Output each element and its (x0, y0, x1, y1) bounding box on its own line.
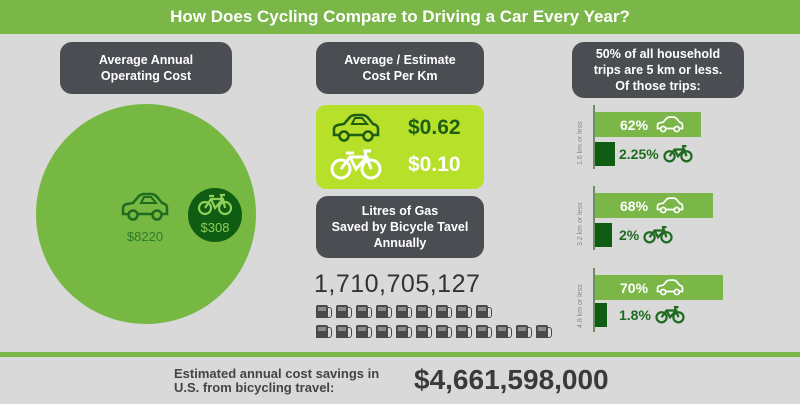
bike-trip-pct-row: 2.25% (619, 145, 693, 163)
gas-pump-icon (335, 324, 354, 339)
car-icon (332, 113, 380, 142)
gas-pump-icon (435, 304, 454, 319)
car-operating-cost: $8220 (119, 192, 171, 244)
car-icon (656, 197, 684, 214)
bike-operating-cost-value: $308 (200, 220, 230, 235)
bike-trip-bar (595, 223, 612, 247)
cost-per-km-panel: $0.62 $0.10 (316, 105, 484, 189)
trips-heading: 50% of all household trips are 5 km or l… (572, 42, 744, 98)
bicycle-icon (197, 193, 233, 216)
bike-trip-pct: 2% (619, 227, 640, 243)
car-icon (656, 279, 684, 296)
bike-trip-bar (595, 142, 615, 166)
gas-pump-icon (395, 324, 414, 339)
trip-distance-label: 1.6 km or less (577, 121, 584, 165)
bike-operating-cost: $308 (188, 188, 242, 242)
gas-pump-icon (475, 324, 494, 339)
car-operating-cost-value: $8220 (126, 229, 164, 244)
bicycle-icon (330, 149, 382, 180)
car-trip-pct: 68% (620, 197, 649, 214)
bike-cost-per-km-row: $0.10 (330, 149, 461, 181)
bicycle-icon (643, 226, 673, 244)
gas-pump-icon (415, 304, 434, 319)
gas-pump-icon (335, 304, 354, 319)
gas-pump-icon (355, 304, 374, 319)
gas-pump-icon (375, 324, 394, 339)
gas-pump-row-2 (315, 324, 554, 339)
gas-pump-icon (375, 304, 394, 319)
gas-pump-icon (315, 304, 334, 319)
bike-trip-pct-row: 1.8% (619, 306, 685, 324)
car-cost-per-km-row: $0.62 (330, 113, 461, 143)
car-trip-pct: 62% (620, 116, 649, 133)
car-trip-bar: 68% (595, 193, 713, 218)
gas-pump-icon (315, 324, 334, 339)
gas-pump-icon (355, 324, 374, 339)
operating-cost-heading: Average Annual Operating Cost (60, 42, 232, 94)
car-trip-bar: 70% (595, 275, 723, 300)
car-icon (656, 116, 684, 133)
bike-trip-pct: 2.25% (619, 146, 659, 162)
bicycle-icon (663, 145, 693, 163)
gas-pump-icon (455, 324, 474, 339)
gas-pump-icon (475, 304, 494, 319)
gas-pump-icon (415, 324, 434, 339)
bike-trip-pct-row: 2% (619, 226, 673, 244)
car-cost-per-km: $0.62 (408, 116, 461, 139)
gas-pump-icon (495, 324, 514, 339)
page-title: How Does Cycling Compare to Driving a Ca… (0, 0, 800, 34)
gas-pump-icon (535, 324, 554, 339)
gas-saved-heading: Litres of Gas Saved by Bicycle Tavel Ann… (316, 196, 484, 258)
gas-pump-icon (455, 304, 474, 319)
gas-pump-icon (435, 324, 454, 339)
footer-divider (0, 352, 800, 357)
car-trip-bar: 62% (595, 112, 701, 137)
gas-pump-icon (395, 304, 414, 319)
gas-pump-icon (515, 324, 534, 339)
bike-trip-pct: 1.8% (619, 307, 651, 323)
car-icon (121, 192, 169, 221)
bike-cost-per-km: $0.10 (408, 153, 461, 176)
trip-distance-label: 3.2 km or less (577, 202, 584, 246)
trip-distance-label: 4.8 km or less (577, 284, 584, 328)
savings-label: Estimated annual cost savings in U.S. fr… (174, 366, 380, 395)
gas-saved-value: 1,710,705,127 (314, 270, 481, 298)
gas-pump-row-1 (315, 304, 494, 319)
cost-per-km-heading: Average / Estimate Cost Per Km (316, 42, 484, 94)
bike-trip-bar (595, 303, 607, 327)
car-trip-pct: 70% (620, 279, 649, 296)
bicycle-icon (655, 306, 685, 324)
savings-value: $4,661,598,000 (414, 364, 609, 395)
